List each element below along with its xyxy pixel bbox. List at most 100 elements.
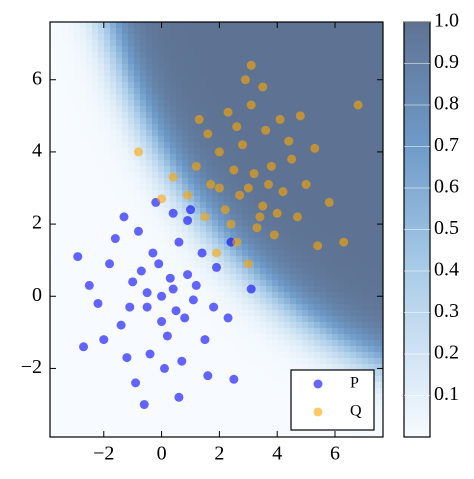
field-cell xyxy=(134,202,141,209)
field-cell xyxy=(380,64,383,71)
field-cell xyxy=(230,406,237,413)
field-cell xyxy=(260,256,267,263)
field-cell xyxy=(134,184,141,191)
field-cell xyxy=(314,106,321,113)
field-cell xyxy=(206,106,213,113)
field-cell xyxy=(134,352,141,359)
field-cell xyxy=(362,154,369,161)
field-cell xyxy=(224,142,231,149)
field-cell xyxy=(284,232,291,239)
field-cell xyxy=(278,214,285,221)
field-cell xyxy=(122,364,129,371)
field-cell xyxy=(206,388,213,395)
field-cell xyxy=(164,232,171,239)
field-cell xyxy=(146,172,153,179)
field-cell xyxy=(122,148,129,155)
field-cell xyxy=(140,310,147,317)
field-cell xyxy=(374,226,381,233)
field-cell xyxy=(344,184,351,191)
field-cell xyxy=(350,364,357,371)
field-cell xyxy=(290,334,297,341)
field-cell xyxy=(98,130,105,137)
field-cell xyxy=(344,166,351,173)
field-cell xyxy=(368,154,375,161)
field-cell xyxy=(320,172,327,179)
field-cell xyxy=(308,250,315,257)
field-cell xyxy=(128,178,135,185)
field-cell xyxy=(248,304,255,311)
field-cell xyxy=(110,154,117,161)
field-cell xyxy=(188,184,195,191)
field-cell xyxy=(206,58,213,65)
field-cell xyxy=(188,28,195,35)
field-cell xyxy=(164,412,171,419)
field-cell xyxy=(230,352,237,359)
field-cell xyxy=(86,88,93,95)
field-cell xyxy=(152,382,159,389)
field-cell xyxy=(182,88,189,95)
field-cell xyxy=(56,382,63,389)
field-cell xyxy=(116,298,123,305)
field-cell xyxy=(98,286,105,293)
field-cell xyxy=(230,52,237,59)
field-cell xyxy=(224,64,231,71)
field-cell xyxy=(116,406,123,413)
field-cell xyxy=(356,124,363,131)
field-cell xyxy=(164,46,171,53)
field-cell xyxy=(86,190,93,197)
field-cell xyxy=(98,304,105,311)
field-cell xyxy=(56,412,63,419)
field-cell xyxy=(170,166,177,173)
field-cell xyxy=(188,364,195,371)
field-cell xyxy=(98,376,105,383)
field-cell xyxy=(356,358,363,365)
field-cell xyxy=(68,178,75,185)
field-cell xyxy=(350,232,357,239)
field-cell xyxy=(98,142,105,149)
field-cell xyxy=(212,430,219,437)
field-cell xyxy=(206,286,213,293)
field-cell xyxy=(344,256,351,263)
field-cell xyxy=(80,256,87,263)
field-cell xyxy=(278,250,285,257)
field-cell xyxy=(110,196,117,203)
field-cell xyxy=(62,424,69,431)
field-cell xyxy=(332,28,339,35)
field-cell xyxy=(320,226,327,233)
field-cell xyxy=(236,250,243,257)
field-cell xyxy=(356,238,363,245)
field-cell xyxy=(296,232,303,239)
field-cell xyxy=(350,190,357,197)
field-cell xyxy=(206,340,213,347)
field-cell xyxy=(62,310,69,317)
field-cell xyxy=(332,358,339,365)
field-cell xyxy=(278,268,285,275)
field-cell xyxy=(218,94,225,101)
field-cell xyxy=(176,142,183,149)
field-cell xyxy=(164,322,171,329)
field-cell xyxy=(200,268,207,275)
field-cell xyxy=(236,304,243,311)
field-cell xyxy=(254,328,261,335)
field-cell xyxy=(374,358,381,365)
field-cell xyxy=(122,220,129,227)
field-cell xyxy=(146,256,153,263)
field-cell xyxy=(224,58,231,65)
field-cell xyxy=(254,76,261,83)
field-cell xyxy=(182,430,189,437)
colorbar-tick-label: 0.9 xyxy=(434,51,459,73)
field-cell xyxy=(254,196,261,203)
field-cell xyxy=(218,28,225,35)
point xyxy=(240,75,250,85)
field-cell xyxy=(68,238,75,245)
field-cell xyxy=(104,274,111,281)
field-cell xyxy=(140,370,147,377)
field-cell xyxy=(326,64,333,71)
field-cell xyxy=(104,430,111,437)
field-cell xyxy=(350,310,357,317)
point xyxy=(266,161,276,171)
point xyxy=(84,280,94,290)
field-cell xyxy=(350,286,357,293)
field-cell xyxy=(176,130,183,137)
